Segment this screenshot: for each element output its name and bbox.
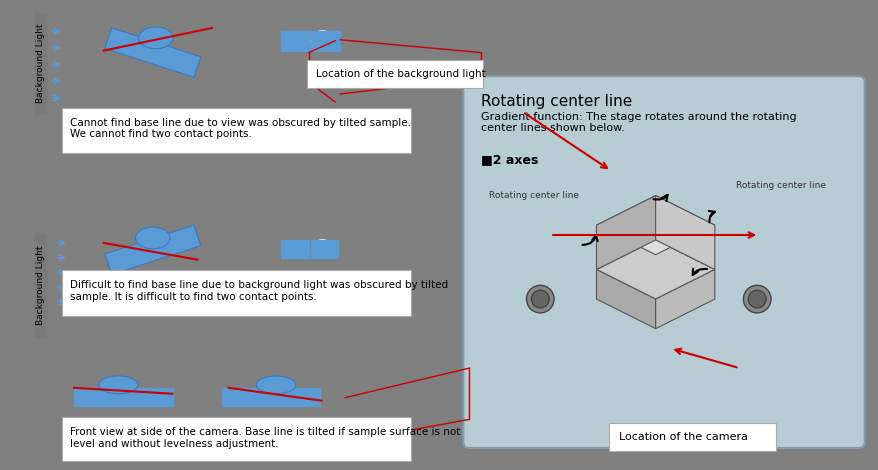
Text: Difficult to find base line due to background light was obscured by tilted
sampl: Difficult to find base line due to backg…: [70, 280, 448, 302]
Polygon shape: [655, 196, 714, 269]
Ellipse shape: [531, 290, 549, 308]
FancyBboxPatch shape: [34, 13, 47, 114]
Ellipse shape: [98, 376, 138, 394]
FancyBboxPatch shape: [608, 423, 775, 451]
FancyBboxPatch shape: [62, 417, 411, 461]
Text: Rotating center line: Rotating center line: [735, 181, 824, 190]
FancyBboxPatch shape: [104, 28, 200, 78]
Text: Cannot find base line due to view was obscured by tilted sample.
We cannot find : Cannot find base line due to view was ob…: [70, 118, 411, 139]
Ellipse shape: [313, 240, 332, 258]
FancyBboxPatch shape: [310, 31, 340, 51]
FancyBboxPatch shape: [310, 240, 338, 258]
Text: Background Light: Background Light: [36, 245, 45, 325]
Ellipse shape: [135, 227, 169, 249]
Text: Location of the camera: Location of the camera: [618, 432, 747, 442]
FancyBboxPatch shape: [281, 31, 310, 51]
FancyBboxPatch shape: [306, 61, 483, 88]
FancyBboxPatch shape: [281, 240, 308, 258]
Text: Rotating center line: Rotating center line: [488, 191, 579, 200]
Polygon shape: [655, 269, 714, 329]
FancyBboxPatch shape: [104, 225, 200, 274]
FancyBboxPatch shape: [74, 388, 172, 406]
Ellipse shape: [256, 376, 295, 394]
Ellipse shape: [526, 285, 553, 313]
FancyBboxPatch shape: [463, 76, 864, 448]
Ellipse shape: [747, 290, 766, 308]
FancyBboxPatch shape: [62, 271, 411, 316]
Polygon shape: [596, 240, 714, 299]
Text: Front view at side of the camera. Base line is tilted if sample surface is not
l: Front view at side of the camera. Base l…: [70, 427, 460, 449]
Polygon shape: [596, 196, 655, 269]
Ellipse shape: [743, 285, 770, 313]
Text: Background Light: Background Light: [36, 24, 45, 103]
Ellipse shape: [139, 27, 173, 49]
FancyBboxPatch shape: [221, 388, 320, 406]
Polygon shape: [596, 269, 655, 329]
Text: Rotating center line: Rotating center line: [480, 94, 631, 109]
Ellipse shape: [311, 31, 333, 51]
Text: Location of the background light: Location of the background light: [315, 69, 485, 79]
Text: ■2 axes: ■2 axes: [480, 153, 538, 166]
FancyBboxPatch shape: [62, 108, 411, 153]
FancyBboxPatch shape: [34, 233, 47, 337]
Polygon shape: [596, 196, 714, 255]
Text: Gradient function: The stage rotates around the rotating
center lines shown belo: Gradient function: The stage rotates aro…: [480, 112, 795, 133]
